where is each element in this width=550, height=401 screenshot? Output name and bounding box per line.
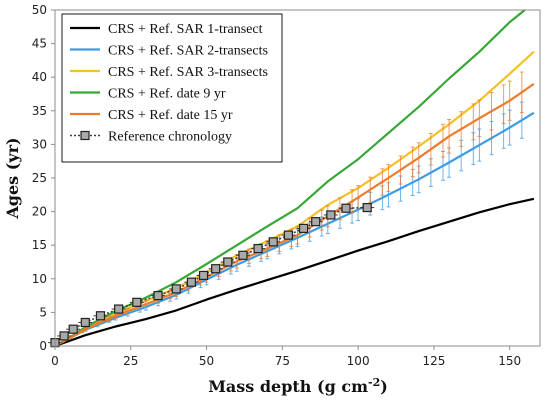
x-tick-label: 75 xyxy=(275,354,290,368)
data-point xyxy=(132,297,142,307)
series-crs-ref-sar-1-transect xyxy=(54,197,535,348)
y-tick-label: 25 xyxy=(32,171,47,185)
data-point xyxy=(311,217,321,227)
y-tick-label: 5 xyxy=(39,305,47,319)
data-point xyxy=(153,291,163,301)
x-axis-title-sup: -2 xyxy=(368,376,380,389)
legend-item-crs-ref-date-9-yr: CRS + Ref. date 9 yr xyxy=(70,87,226,102)
y-tick-label: 45 xyxy=(32,37,47,51)
legend-marker xyxy=(80,130,90,141)
axes-layer: 0 5 10 15 20 25 30 35 40 45 50 0 25 50 75 100 125 150 xyxy=(32,3,541,368)
y-tick-label: 30 xyxy=(32,137,47,151)
data-point xyxy=(186,277,197,287)
x-tick-label: 150 xyxy=(498,354,521,368)
legend-label: Reference chronology xyxy=(108,130,232,145)
data-point xyxy=(171,284,181,294)
data-point xyxy=(114,304,124,314)
series-crs-ref-date-15-yr xyxy=(54,71,535,347)
data-point xyxy=(362,202,372,213)
data-point xyxy=(211,264,221,274)
x-tick-label: 100 xyxy=(347,354,370,368)
data-point xyxy=(283,230,294,240)
legend-label: CRS + Ref. SAR 1-transect xyxy=(108,22,263,37)
y-tick-label: 50 xyxy=(32,3,47,17)
legend-item-reference-chronology: Reference chronology xyxy=(70,130,232,145)
y-tick-label: 35 xyxy=(32,104,47,118)
series-line xyxy=(54,111,535,347)
series-line xyxy=(54,206,368,344)
x-tick-label: 0 xyxy=(51,354,59,368)
data-point xyxy=(223,257,233,267)
legend-item-crs-ref-sar-3-transects: CRS + Ref. SAR 3-transects xyxy=(70,65,268,80)
data-point xyxy=(59,331,69,341)
series-line xyxy=(54,82,535,347)
series-layer xyxy=(48,9,535,348)
series-line xyxy=(54,9,526,347)
x-tick-label: 125 xyxy=(422,354,445,368)
y-axis-title: Ages (yr) xyxy=(3,137,22,219)
y-tick-label: 0 xyxy=(39,339,47,353)
legend-label: CRS + Ref. date 9 yr xyxy=(108,87,226,102)
legend-item-crs-ref-sar-1-transect: CRS + Ref. SAR 1-transect xyxy=(70,22,263,37)
data-point xyxy=(326,210,336,220)
data-point xyxy=(68,324,78,334)
data-point xyxy=(238,250,248,260)
data-point xyxy=(198,270,209,281)
legend-label: CRS + Ref. SAR 3-transects xyxy=(108,65,268,80)
data-point xyxy=(268,237,278,247)
legend-item-crs-ref-sar-2-transects: CRS + Ref. SAR 2-transects xyxy=(70,44,268,59)
y-tick-label: 15 xyxy=(32,238,47,252)
series-crs-ref-date-9-yr xyxy=(54,9,526,347)
y-tick-label: 40 xyxy=(32,70,47,84)
data-point xyxy=(253,243,263,254)
y-tick-label: 20 xyxy=(32,205,47,219)
x-axis-title-text: Mass depth (g cm xyxy=(208,377,368,396)
y-tick-label: 10 xyxy=(32,272,47,286)
data-point xyxy=(80,317,90,328)
legend-item-crs-ref-date-15-yr: CRS + Ref. date 15 yr xyxy=(70,108,233,123)
legend-box xyxy=(61,13,283,163)
x-tick-label: 25 xyxy=(123,354,138,368)
legend: CRS + Ref. SAR 1-transect CRS + Ref. SAR … xyxy=(61,13,283,163)
legend-label: CRS + Ref. SAR 2-transects xyxy=(108,44,268,59)
x-tick-label: 50 xyxy=(199,354,214,368)
data-point xyxy=(298,223,309,233)
x-axis-title-close: ) xyxy=(380,377,388,396)
x-axis-title: Mass depth (g cm-2) xyxy=(208,376,388,397)
data-point xyxy=(341,203,351,213)
data-point xyxy=(95,311,106,321)
legend-label: CRS + Ref. date 15 yr xyxy=(108,108,233,123)
series-line xyxy=(54,197,535,348)
